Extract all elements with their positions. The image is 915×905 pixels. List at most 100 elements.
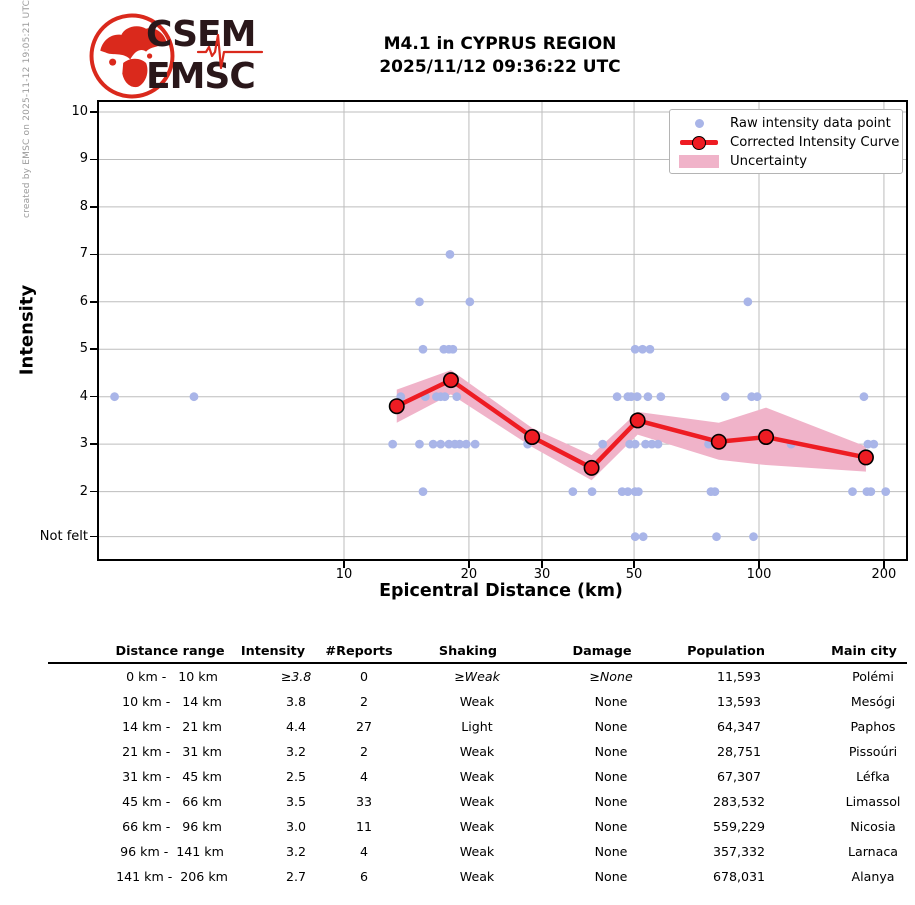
table-cell-range: 0 km - 10 km (126, 669, 218, 684)
table-cell-city: Mesógi (850, 694, 896, 709)
table-header-intensity: Intensity (240, 644, 306, 659)
table-cell-damage: None (594, 744, 628, 759)
raw-intensity-point (630, 532, 640, 542)
table-cell-shaking: Weak (459, 744, 495, 759)
curve-marker (857, 449, 874, 466)
raw-intensity-point (632, 392, 642, 402)
curve-marker (629, 412, 646, 429)
table-cell-shaking: Weak (459, 694, 495, 709)
table-header-shaking: Shaking (438, 644, 498, 659)
raw-intensity-point (452, 392, 462, 402)
table-cell-intensity: 3.8 (285, 694, 307, 709)
table-header-damage: Damage (572, 644, 632, 659)
seismogram-trace-icon (196, 33, 264, 70)
raw-intensity-point (110, 392, 119, 402)
legend-label-uncertainty: Uncertainty (730, 154, 808, 169)
y-tick-label: 9 (79, 151, 88, 167)
table-cell-city: Alanya (851, 869, 895, 884)
curve-marker (710, 433, 727, 450)
raw-intensity-point (743, 297, 753, 307)
raw-point-icon (676, 119, 722, 128)
y-tick-mark (90, 253, 97, 256)
table-cell-reports: 2 (359, 744, 369, 759)
legend-item-uncertainty: Uncertainty (676, 152, 902, 171)
raw-intensity-point (881, 487, 891, 496)
y-tick-label: 10 (71, 104, 88, 119)
raw-intensity-point (465, 297, 475, 307)
raw-intensity-point (189, 392, 199, 402)
raw-intensity-point (568, 487, 578, 496)
table-cell-intensity: 3.2 (285, 744, 307, 759)
table-header-city: Main city (831, 644, 897, 659)
x-tick-label: 200 (871, 567, 897, 582)
table-cell-shaking: Weak (459, 769, 495, 784)
table-cell-damage: None (594, 844, 628, 859)
x-tick-label: 30 (533, 567, 551, 582)
y-tick-label: Not felt (39, 528, 88, 544)
raw-intensity-point (436, 439, 446, 449)
table-cell-population: 67,307 (716, 769, 762, 784)
table-cell-range: 45 km - 66 km (122, 794, 222, 809)
logo-text-csem: CSEM (146, 14, 256, 55)
y-tick-mark (90, 301, 97, 303)
raw-intensity-point (445, 249, 455, 259)
y-tick-mark (90, 443, 97, 445)
table-cell-reports: 33 (355, 794, 373, 809)
table-cell-intensity: 3.0 (285, 819, 307, 834)
table-cell-city: Nicosia (850, 819, 896, 834)
table-cell-damage: None (594, 794, 628, 809)
raw-intensity-point (710, 487, 720, 496)
table-cell-damage: None (594, 769, 628, 784)
raw-intensity-point (623, 487, 633, 496)
table-cell-damage: None (594, 719, 628, 734)
table-cell-city: Larnaca (847, 844, 899, 859)
legend-item-raw: Raw intensity data point (676, 114, 902, 133)
table-header-reports: #Reports (325, 644, 393, 659)
y-tick-mark (90, 395, 97, 398)
raw-intensity-point (470, 439, 480, 449)
raw-intensity-point (638, 344, 647, 354)
raw-intensity-point (587, 487, 597, 496)
raw-intensity-point (415, 297, 424, 307)
x-tick-label: 10 (335, 567, 353, 582)
x-tick-mark (343, 561, 345, 568)
y-tick-mark (90, 348, 97, 351)
y-tick-mark (90, 490, 97, 493)
table-cell-city: Limassol (845, 794, 901, 809)
curve-marker (442, 372, 459, 389)
raw-intensity-point (869, 439, 879, 449)
table-cell-population: 13,593 (716, 694, 762, 709)
table-cell-intensity: 3.2 (285, 844, 307, 859)
y-tick-label: 4 (79, 388, 88, 404)
chart-title-line1: M4.1 in CYPRUS REGION (383, 34, 617, 54)
raw-intensity-point (630, 439, 640, 449)
legend-item-curve: Corrected Intensity Curve (676, 133, 902, 152)
chart-title: M4.1 in CYPRUS REGION 2025/11/12 09:36:2… (300, 33, 700, 79)
raw-intensity-point (418, 344, 428, 354)
raw-intensity-point (643, 392, 653, 402)
table-cell-shaking: Weak (459, 869, 495, 884)
y-tick-label: 5 (79, 341, 88, 357)
raw-intensity-point (647, 439, 657, 449)
x-tick-mark (468, 561, 470, 568)
raw-intensity-point (749, 532, 758, 542)
raw-intensity-point (630, 344, 640, 354)
y-tick-mark (90, 206, 97, 208)
table-cell-population: 28,751 (716, 744, 762, 759)
raw-intensity-point (752, 392, 762, 402)
curve-marker-icon (676, 135, 722, 150)
curve-marker (388, 398, 405, 415)
x-tick-label: 100 (746, 567, 772, 582)
table-cell-damage: None (594, 869, 628, 884)
table-cell-reports: 4 (359, 844, 369, 859)
raw-intensity-point (428, 439, 438, 449)
raw-intensity-point (645, 344, 655, 354)
table-cell-range: 14 km - 21 km (122, 719, 222, 734)
x-tick-mark (541, 561, 543, 568)
table-header-range: Distance range (115, 644, 225, 659)
plot-border (97, 100, 908, 561)
table-cell-range: 66 km - 96 km (122, 819, 222, 834)
logo-text-emsc: EMSC (146, 56, 256, 97)
table-cell-intensity: 2.7 (285, 869, 307, 884)
raw-intensity-point (455, 439, 465, 449)
